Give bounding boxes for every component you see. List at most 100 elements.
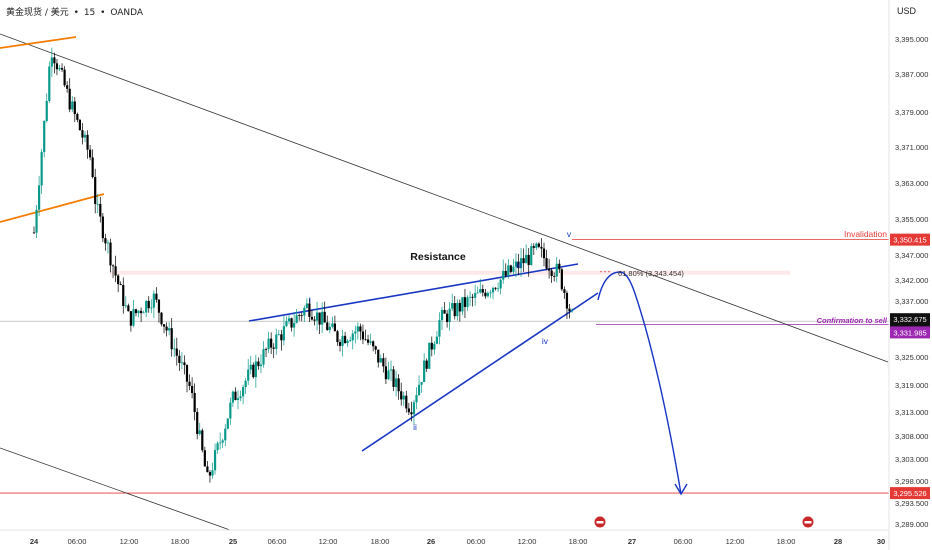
candle-body <box>188 381 191 386</box>
y-tick-label: 3,337.000 <box>895 297 928 306</box>
x-tick-label: 24 <box>30 537 39 546</box>
candle-body <box>344 335 347 343</box>
candle-body <box>226 418 229 429</box>
candle-body <box>270 338 273 348</box>
candle-body <box>535 243 538 248</box>
candle-body <box>60 67 64 70</box>
wave-label-ii: ii <box>413 422 417 432</box>
candle-body <box>504 270 507 276</box>
candle-body <box>58 67 61 70</box>
y-tick-label: 3,325.000 <box>895 353 928 362</box>
candle-body <box>198 430 201 434</box>
candle-body <box>494 287 497 289</box>
candle-body <box>328 326 331 331</box>
invalidation-price-tag: 3,350.415 <box>893 236 926 245</box>
candle-body <box>117 275 120 285</box>
candle-body <box>372 341 375 347</box>
candle-body <box>438 320 441 337</box>
y-tick-label: 3,371.000 <box>895 143 928 152</box>
header-separator: • <box>73 8 79 18</box>
candle-body <box>224 428 227 441</box>
candle-body <box>86 134 89 150</box>
candle-body <box>206 466 209 473</box>
candle-body <box>229 402 232 419</box>
candle-body <box>382 358 385 367</box>
candle-body <box>234 391 237 401</box>
candle-body <box>435 336 438 344</box>
candle-body <box>558 263 561 270</box>
candle-body <box>351 333 354 341</box>
candle-body <box>252 364 255 378</box>
candle-body <box>127 305 130 312</box>
candle-body <box>423 360 426 382</box>
candle-body <box>145 300 148 313</box>
candle-body <box>183 362 186 366</box>
candle-body <box>384 366 387 380</box>
candle-body <box>474 293 477 298</box>
interval-label[interactable]: 15 <box>83 8 96 18</box>
candle-body <box>565 292 569 309</box>
candle-body <box>420 381 423 385</box>
candle-body <box>35 209 38 233</box>
candle-body <box>244 380 247 388</box>
candle-body <box>68 88 71 110</box>
candle-body <box>160 312 163 325</box>
x-tick-label: 18:00 <box>777 537 796 546</box>
candle-body <box>486 292 489 297</box>
candle-body <box>264 349 268 350</box>
candle-body <box>364 339 367 341</box>
candle-body <box>315 312 319 321</box>
candle-body <box>219 442 222 444</box>
y-tick-label: 3,308.000 <box>895 432 928 441</box>
candle-body <box>369 341 372 343</box>
candle-body <box>522 258 525 264</box>
candle-body <box>570 310 574 312</box>
wave-label-v: v <box>567 229 572 239</box>
candle-body <box>366 339 370 343</box>
x-tick-label: 18:00 <box>569 537 588 546</box>
candle-body <box>433 343 436 350</box>
candle-body <box>530 246 533 266</box>
candle-body <box>32 232 36 234</box>
candle-body <box>142 312 145 314</box>
candle-body <box>89 149 92 158</box>
candle-body <box>185 365 189 382</box>
candle-body <box>216 443 219 451</box>
candle-body <box>341 335 344 346</box>
candle-body <box>354 331 357 334</box>
candle-body <box>548 268 551 271</box>
candle-body <box>308 303 311 317</box>
candle-body <box>170 328 173 350</box>
candle-body <box>410 412 413 415</box>
candle-body <box>359 326 362 332</box>
candle-body <box>428 342 431 369</box>
invalidation-label: Invalidation <box>844 229 887 239</box>
candle-body <box>104 238 107 244</box>
candle-body <box>499 279 502 289</box>
candle-body <box>38 185 41 210</box>
candle-body <box>208 472 212 476</box>
candle-body <box>96 203 99 205</box>
candle-body <box>119 284 122 285</box>
candle-body <box>374 346 377 350</box>
candle-body <box>527 254 530 266</box>
lower-channel-line <box>0 447 231 531</box>
candle-body <box>211 470 214 476</box>
candle-body <box>50 57 53 67</box>
wedge-lower-line <box>361 292 599 452</box>
candle-body <box>389 369 393 371</box>
candle-body <box>287 318 291 322</box>
candle-body <box>173 348 176 350</box>
candle-body <box>106 242 110 244</box>
candle-body <box>397 378 400 392</box>
candle-body <box>150 307 153 309</box>
x-tick-label: 12:00 <box>518 537 537 546</box>
candle-body <box>63 69 66 86</box>
fib-label: 61.80% (3,343.454) <box>618 269 684 278</box>
header-separator: • <box>100 8 106 18</box>
resistance-zone <box>110 270 790 275</box>
candle-body <box>275 334 278 349</box>
candle-body <box>242 387 245 397</box>
x-tick-label: 12:00 <box>319 537 338 546</box>
